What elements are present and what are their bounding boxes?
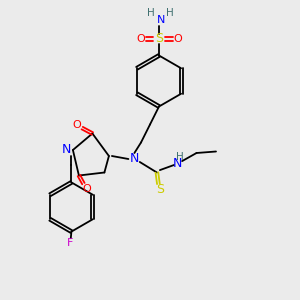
Text: H: H (166, 8, 173, 19)
Text: H: H (147, 8, 155, 19)
Text: S: S (155, 32, 163, 46)
Text: N: N (62, 143, 72, 157)
Text: N: N (130, 152, 139, 166)
Text: O: O (82, 184, 91, 194)
Text: H: H (176, 152, 184, 162)
Text: O: O (72, 120, 81, 130)
Text: S: S (156, 183, 164, 196)
Text: N: N (172, 157, 182, 170)
Text: O: O (173, 34, 182, 44)
Text: N: N (157, 15, 166, 26)
Text: F: F (67, 238, 73, 248)
Text: O: O (136, 34, 145, 44)
